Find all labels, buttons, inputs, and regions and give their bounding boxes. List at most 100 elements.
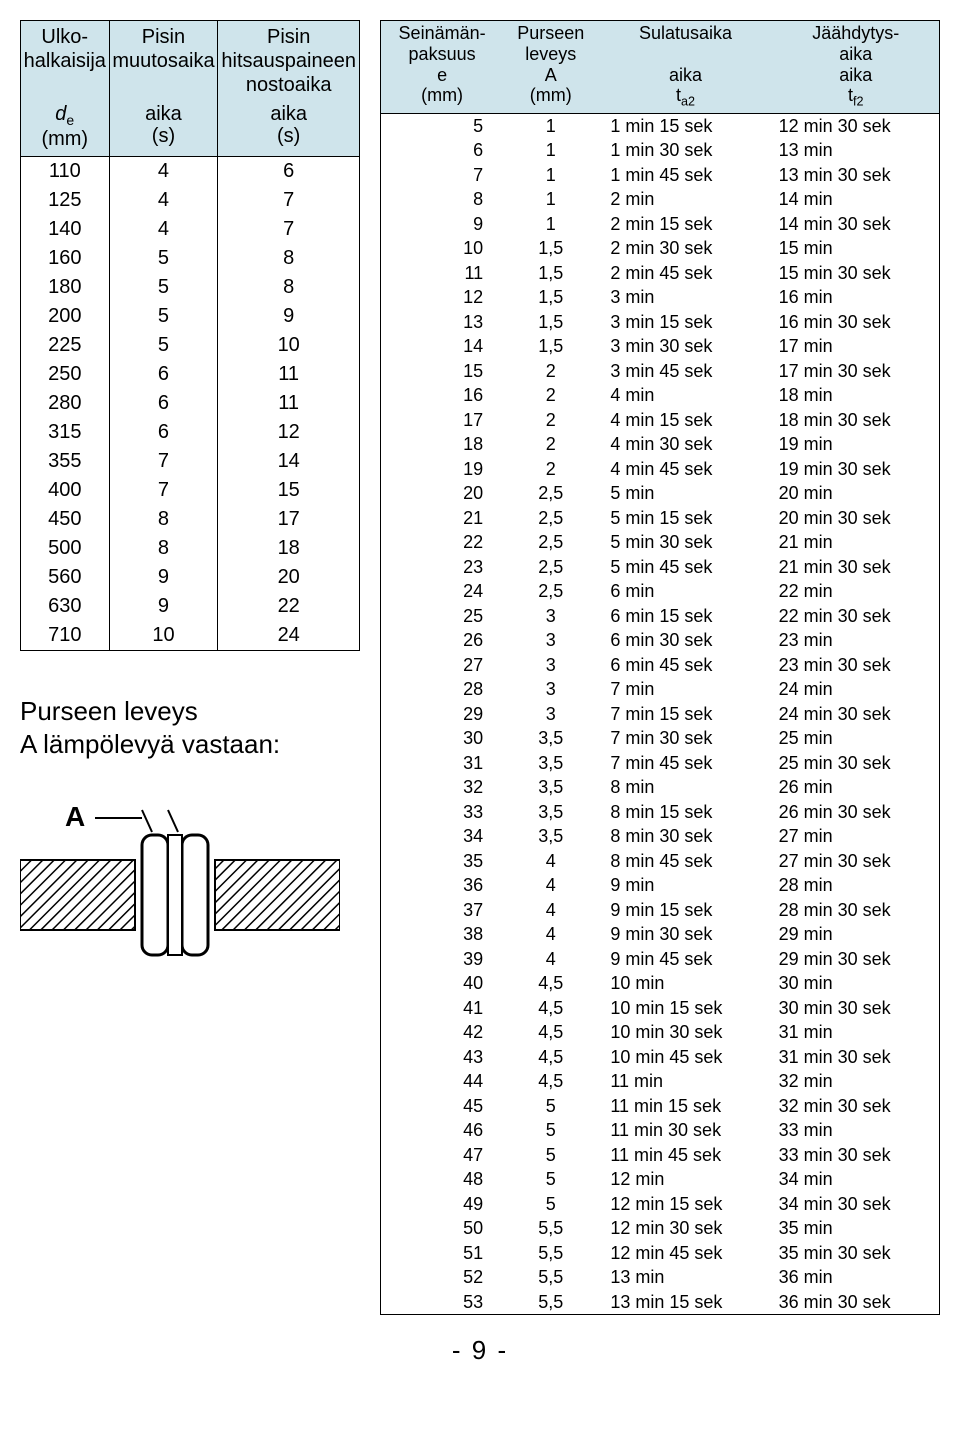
table-cell: 8 min 45 sek: [598, 849, 772, 874]
table-cell: 35 min 30 sek: [773, 1241, 940, 1266]
table-cell: 1 min 15 sek: [598, 113, 772, 138]
diagram-a-label: A: [65, 801, 85, 832]
table-cell: 3 min: [598, 285, 772, 310]
table-row: 111,52 min 45 sek15 min 30 sek: [381, 261, 940, 286]
t2-body: 511 min 15 sek12 min 30 sek611 min 30 se…: [381, 113, 940, 1315]
table-cell: 10 min 30 sek: [598, 1020, 772, 1045]
caption-line1: Purseen leveys: [20, 696, 198, 726]
table-cell: 2,5: [503, 530, 598, 555]
t1-head-col1: Ulko- halkaisija: [21, 21, 110, 102]
table-cell: 4,5: [503, 1020, 598, 1045]
table-cell: 12 min 15 sek: [598, 1192, 772, 1217]
table-row: 812 min14 min: [381, 187, 940, 212]
table-cell: 3,5: [503, 824, 598, 849]
table-row: 250611: [21, 360, 360, 389]
table-cell: 4: [109, 215, 218, 244]
t2-head-col4: Jäähdytys- aika: [773, 21, 940, 67]
table-cell: 20: [218, 563, 360, 592]
table-row: 333,58 min 15 sek26 min 30 sek: [381, 800, 940, 825]
table-cell: 9 min 15 sek: [598, 898, 772, 923]
table-cell: 23 min: [773, 628, 940, 653]
table-row: 12547: [21, 186, 360, 215]
table-cell: 29 min: [773, 922, 940, 947]
table-cell: 3,5: [503, 751, 598, 776]
table-cell: 34 min: [773, 1167, 940, 1192]
table-cell: 12 min 45 sek: [598, 1241, 772, 1266]
t1-sub-col1: de (mm): [21, 101, 110, 157]
table-cell: 51: [381, 1241, 504, 1266]
t1-s2b: (s): [152, 125, 175, 147]
t2-h4-l1: Jäähdytys-: [812, 23, 899, 43]
table-cell: 34: [381, 824, 504, 849]
table-cell: 22 min 30 sek: [773, 604, 940, 629]
table-cell: 3,5: [503, 726, 598, 751]
left-column: Ulko- halkaisija Pisin muutosaika Pisin …: [20, 20, 360, 985]
table-cell: 26 min 30 sek: [773, 800, 940, 825]
table-cell: 9: [218, 302, 360, 331]
table-cell: 22: [218, 592, 360, 621]
table-cell: 1,5: [503, 261, 598, 286]
table-cell: 16 min: [773, 285, 940, 310]
table-cell: 10 min 45 sek: [598, 1045, 772, 1070]
table-cell: 18 min 30 sek: [773, 408, 940, 433]
table-cell: 11 min: [598, 1069, 772, 1094]
table-cell: 48: [381, 1167, 504, 1192]
table-cell: 125: [21, 186, 110, 215]
table-cell: 4 min 15 sek: [598, 408, 772, 433]
table-cell: 6 min: [598, 579, 772, 604]
table-cell: 1,5: [503, 310, 598, 335]
table-cell: 15 min 30 sek: [773, 261, 940, 286]
table-cell: 280: [21, 389, 110, 418]
table-row: 2837 min24 min: [381, 677, 940, 702]
table-cell: 5 min: [598, 481, 772, 506]
table-cell: 12 min 30 sek: [598, 1216, 772, 1241]
table-cell: 14 min 30 sek: [773, 212, 940, 237]
table-cell: 5,5: [503, 1216, 598, 1241]
table-row: 225510: [21, 331, 360, 360]
table-cell: 2: [503, 383, 598, 408]
table-cell: 6: [109, 418, 218, 447]
table-cell: 43: [381, 1045, 504, 1070]
table-cell: 14: [381, 334, 504, 359]
t2-head-col2: Purseen leveys: [503, 21, 598, 67]
table-cell: 3,5: [503, 800, 598, 825]
table-cell: 20: [381, 481, 504, 506]
table-row: 47511 min 45 sek33 min 30 sek: [381, 1143, 940, 1168]
table-row: 11046: [21, 157, 360, 187]
table-row: 49512 min 15 sek34 min 30 sek: [381, 1192, 940, 1217]
t2-h1-l1: Seinämän-: [399, 23, 486, 43]
table-cell: 9 min 30 sek: [598, 922, 772, 947]
table-row: 3849 min 30 sek29 min: [381, 922, 940, 947]
table-row: 2736 min 45 sek23 min 30 sek: [381, 653, 940, 678]
table-row: 711 min 45 sek13 min 30 sek: [381, 163, 940, 188]
table-cell: 26: [381, 628, 504, 653]
table-row: 3949 min 45 sek29 min 30 sek: [381, 947, 940, 972]
table-cell: 42: [381, 1020, 504, 1045]
table-cell: 7: [381, 163, 504, 188]
table-cell: 4: [503, 873, 598, 898]
t1-sub-col2: aika (s): [109, 101, 218, 157]
table-cell: 36 min: [773, 1265, 940, 1290]
table-cell: 17 min 30 sek: [773, 359, 940, 384]
table-cell: 7: [109, 476, 218, 505]
t1-h2-l1: Pisin: [142, 26, 185, 48]
table-cell: 2 min 30 sek: [598, 236, 772, 261]
table-cell: 2: [503, 432, 598, 457]
table-cell: 29 min 30 sek: [773, 947, 940, 972]
weld-diagram: A: [20, 780, 360, 985]
table-cell: 4,5: [503, 1045, 598, 1070]
table-cell: 47: [381, 1143, 504, 1168]
table-cell: 28 min: [773, 873, 940, 898]
table-row: 16058: [21, 244, 360, 273]
table-cell: 18 min: [773, 383, 940, 408]
table-cell: 10: [218, 331, 360, 360]
table-cell: 5: [503, 1192, 598, 1217]
t1-h3-l2: hitsauspaineen: [221, 50, 356, 72]
table-cell: 5,5: [503, 1290, 598, 1315]
table-row: 3548 min 45 sek27 min 30 sek: [381, 849, 940, 874]
t2-s1b: (mm): [421, 85, 463, 105]
table-cell: 31 min 30 sek: [773, 1045, 940, 1070]
table-cell: 33 min 30 sek: [773, 1143, 940, 1168]
table-cell: 29: [381, 702, 504, 727]
table-cell: 1: [503, 138, 598, 163]
